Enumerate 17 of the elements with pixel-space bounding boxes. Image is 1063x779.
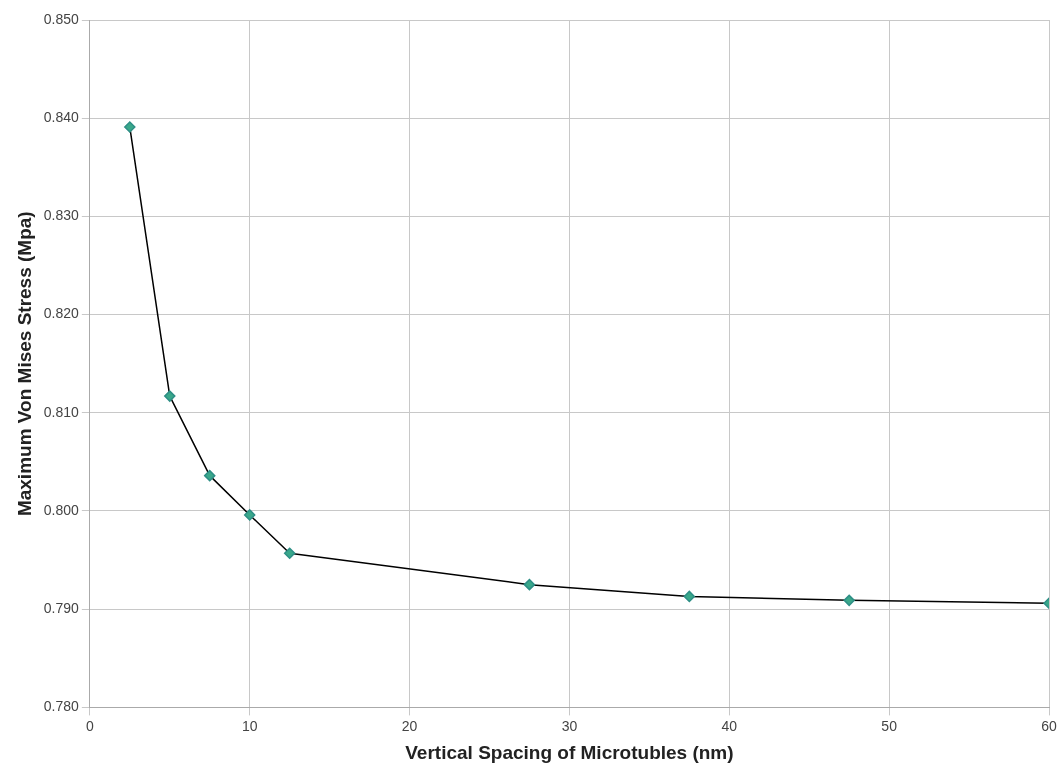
x-tick-label: 60 [1041,717,1057,734]
y-axis-title: Maximum Von Mises Stress (Mpa) [13,211,35,517]
x-tick-label: 0 [85,717,94,734]
x-tick-label: 50 [881,717,898,734]
x-tick-label: 30 [561,717,578,734]
y-tick-label: 0.830 [43,207,80,224]
x-axis-title: Vertical Spacing of Microtubles (nm) [405,741,734,763]
x-tick-label: 20 [401,717,418,734]
y-tick-label: 0.840 [43,109,80,126]
y-tick-label: 0.790 [43,600,80,617]
x-tick-label: 10 [241,717,258,734]
y-tick-label: 0.820 [43,305,80,322]
y-tick-label: 0.800 [43,501,80,518]
x-tick-label: 40 [721,717,738,734]
y-tick-label: 0.780 [43,698,80,715]
y-tick-label: 0.850 [43,10,80,27]
y-tick-label: 0.810 [43,403,80,420]
